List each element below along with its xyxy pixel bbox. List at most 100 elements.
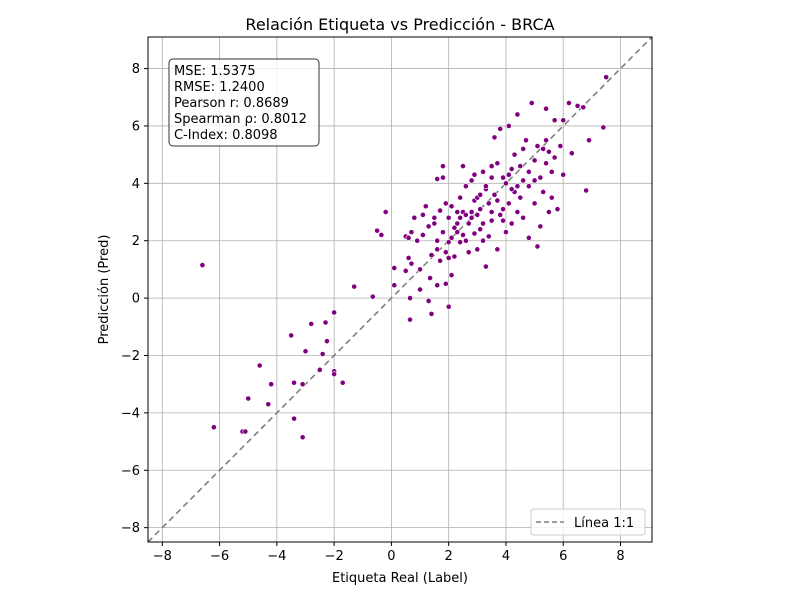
data-point	[331, 371, 338, 378]
data-point	[477, 226, 484, 233]
data-point	[442, 200, 449, 207]
data-point	[454, 229, 461, 236]
data-point	[468, 177, 475, 184]
data-point	[480, 168, 486, 175]
data-point	[462, 183, 469, 190]
data-point	[374, 227, 380, 234]
data-point	[454, 220, 461, 227]
data-point	[503, 180, 509, 187]
data-point	[268, 381, 275, 388]
data-point	[445, 303, 452, 310]
data-point	[497, 211, 504, 218]
x-tick-label: −4	[267, 549, 286, 564]
data-point	[543, 105, 549, 112]
data-point	[468, 214, 475, 221]
stat-spearman: Spearman ρ: 0.8012	[174, 112, 307, 127]
data-point	[480, 237, 486, 244]
y-tick-label: −6	[121, 464, 140, 479]
reference-line-layer	[147, 36, 653, 543]
data-point	[391, 265, 398, 271]
data-point	[548, 194, 555, 201]
data-point	[427, 275, 433, 281]
data-point	[534, 143, 541, 149]
y-tick-label: 0	[132, 292, 140, 307]
data-point	[302, 348, 309, 355]
data-point	[531, 200, 538, 207]
y-axis-label: Predicción (Pred)	[97, 235, 112, 345]
data-point	[500, 174, 506, 181]
x-axis-label: Etiqueta Real (Label)	[332, 571, 468, 586]
data-point	[420, 232, 426, 238]
data-point	[485, 233, 492, 240]
data-point	[488, 217, 495, 224]
data-point	[485, 200, 492, 207]
data-point	[523, 137, 529, 144]
data-point	[517, 194, 524, 201]
data-point	[540, 189, 547, 195]
data-point	[583, 187, 590, 194]
data-point	[434, 282, 441, 289]
x-tick-label: 2	[445, 549, 453, 564]
data-point	[483, 263, 489, 270]
data-point	[574, 102, 581, 109]
data-point	[440, 229, 446, 236]
data-point	[474, 246, 481, 253]
data-point	[420, 211, 426, 218]
data-point	[508, 220, 515, 227]
data-point	[551, 154, 558, 161]
data-point	[514, 209, 521, 215]
data-point	[316, 366, 323, 373]
stat-pearson: Pearson r: 0.8689	[174, 96, 289, 111]
data-point	[402, 267, 409, 274]
data-point	[474, 211, 481, 218]
data-point	[428, 252, 435, 258]
data-point	[500, 206, 506, 213]
data-point	[378, 232, 385, 238]
data-point	[497, 125, 504, 132]
data-point	[528, 100, 535, 106]
data-point	[319, 351, 326, 357]
data-point	[534, 243, 541, 250]
x-tick-label: 8	[616, 549, 624, 564]
x-tick-label: 0	[387, 549, 395, 564]
data-point	[437, 257, 443, 264]
data-point	[351, 283, 358, 290]
data-point	[242, 428, 249, 435]
data-point	[462, 237, 469, 244]
data-point	[566, 100, 572, 106]
data-point	[369, 293, 376, 300]
data-point	[437, 207, 443, 214]
x-tick-label: 4	[502, 549, 510, 564]
data-point	[414, 237, 421, 244]
data-point	[291, 379, 297, 386]
data-point	[425, 223, 432, 230]
data-point	[551, 117, 558, 124]
data-point	[503, 229, 509, 236]
data-point	[483, 183, 489, 190]
stat-mse: MSE: 1.5375	[174, 64, 256, 79]
y-tick-label: −2	[121, 349, 140, 364]
y-tick-label: −8	[121, 521, 140, 536]
data-point	[425, 298, 432, 304]
data-point	[580, 104, 587, 111]
data-point	[434, 246, 441, 253]
data-point	[339, 379, 346, 386]
data-point	[451, 253, 458, 260]
data-point	[471, 230, 478, 237]
data-point	[288, 332, 295, 339]
data-point	[408, 260, 415, 267]
data-point	[494, 197, 501, 204]
data-point	[411, 214, 418, 221]
data-point	[494, 160, 501, 167]
data-point	[322, 319, 329, 326]
data-point	[407, 316, 413, 323]
x-tick-label: −8	[153, 549, 172, 564]
data-point	[457, 239, 464, 246]
data-point	[543, 137, 549, 144]
data-point	[514, 183, 521, 190]
data-point	[557, 143, 564, 149]
stat-cindex: C-Index: 0.8098	[174, 128, 278, 143]
x-ticks: −8 −6 −4 −2 0 2 4 6 8	[153, 542, 625, 564]
data-point	[417, 286, 423, 293]
